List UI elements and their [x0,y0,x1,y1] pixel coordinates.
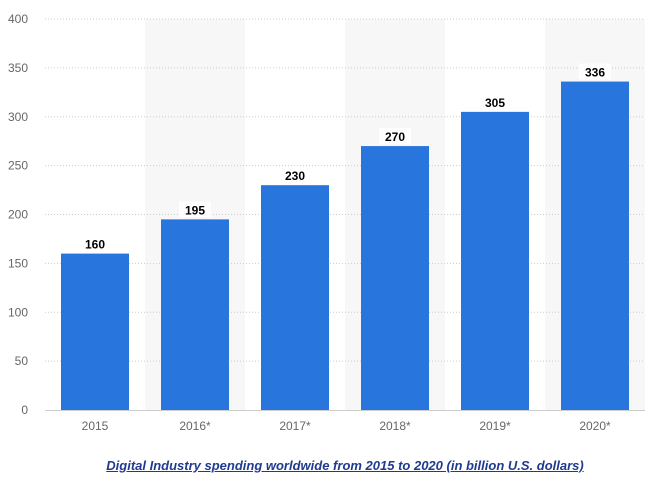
y-tick-label: 400 [8,12,28,26]
x-tick-label: 2017* [279,419,311,433]
x-tick-label: 2020* [579,419,611,433]
data-label-background [579,63,611,80]
y-tick-label: 50 [15,354,29,368]
x-axis-ticks: 2015 2016* 2017* 2018* 2019* 2020* [82,419,611,433]
y-tick-label: 150 [8,256,28,270]
chart-title[interactable]: Digital Industry spending worldwide from… [106,458,584,473]
x-tick-label: 2019* [479,419,511,433]
y-tick-label: 300 [8,110,28,124]
data-label: 336 [585,66,605,80]
y-tick-label: 350 [8,61,28,75]
data-label: 270 [385,130,405,144]
bar[interactable] [461,111,529,411]
bar[interactable] [261,185,329,410]
bar[interactable] [61,253,129,410]
bar[interactable] [161,219,229,410]
data-label-background [379,128,411,145]
data-label: 230 [285,169,305,183]
y-axis-ticks: 0 50 100 150 200 250 300 350 400 [8,12,28,417]
gridlines [45,18,645,362]
bar[interactable] [561,81,629,410]
y-tick-label: 200 [8,208,28,222]
bars [61,81,629,411]
data-label: 305 [485,96,505,110]
data-label-background [279,167,311,184]
data-labels: 160 195 230 270 305 336 [79,63,611,252]
y-tick-label: 100 [8,305,28,319]
data-label-background [79,235,111,252]
x-tick-label: 2016* [179,419,211,433]
x-tick-label: 2018* [379,419,411,433]
data-label: 160 [85,238,105,252]
data-label: 195 [185,203,205,217]
y-tick-label: 250 [8,159,28,173]
x-tick-label: 2015 [82,419,109,433]
y-tick-label: 0 [21,403,28,417]
data-label-background [479,93,511,110]
bar[interactable] [361,146,429,410]
data-label-background [179,201,211,218]
